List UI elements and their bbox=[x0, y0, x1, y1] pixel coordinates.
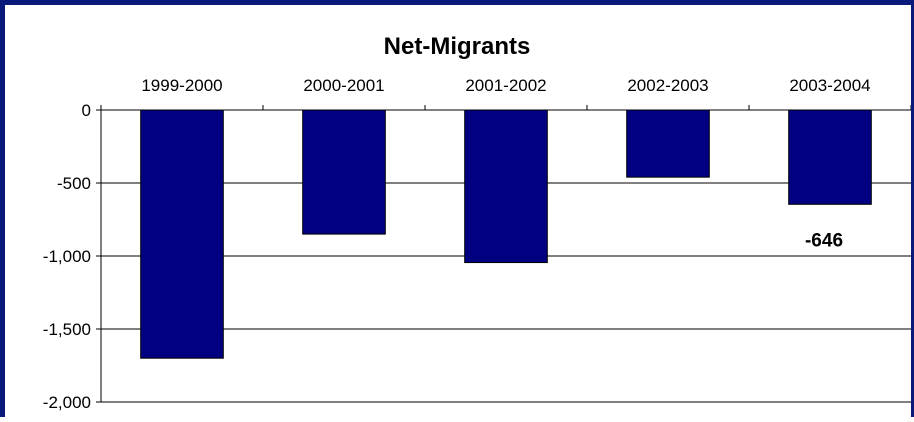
bar-2001-2002 bbox=[464, 109, 548, 264]
y-tick-label: -1,000 bbox=[43, 247, 91, 266]
category-label: 2002-2003 bbox=[627, 76, 708, 95]
y-tick-label: 0 bbox=[82, 101, 91, 120]
net-migrants-chart: Net-Migrants 0 -500 -1,000 -1,500 -2,000 1999… bbox=[43, 33, 912, 412]
chart-title: Net-Migrants bbox=[384, 33, 531, 60]
bar-2000-2001 bbox=[302, 109, 386, 235]
bar-1999-2000 bbox=[140, 109, 224, 359]
bars bbox=[140, 109, 872, 359]
bar-2003-2004 bbox=[788, 109, 872, 205]
category-label: 2001-2002 bbox=[465, 76, 546, 95]
y-tick-label: -1,500 bbox=[43, 320, 91, 339]
bar-2002-2003 bbox=[626, 109, 710, 178]
data-label: -646 bbox=[805, 230, 843, 251]
labels: 0 -500 -1,000 -1,500 -2,000 1999-2000 2000-200… bbox=[43, 76, 871, 412]
y-tick-label: -2,000 bbox=[43, 393, 91, 412]
category-label: 1999-2000 bbox=[141, 76, 222, 95]
category-label: 2000-2001 bbox=[303, 76, 384, 95]
y-tick-label: -500 bbox=[57, 174, 91, 193]
category-label: 2003-2004 bbox=[789, 76, 870, 95]
